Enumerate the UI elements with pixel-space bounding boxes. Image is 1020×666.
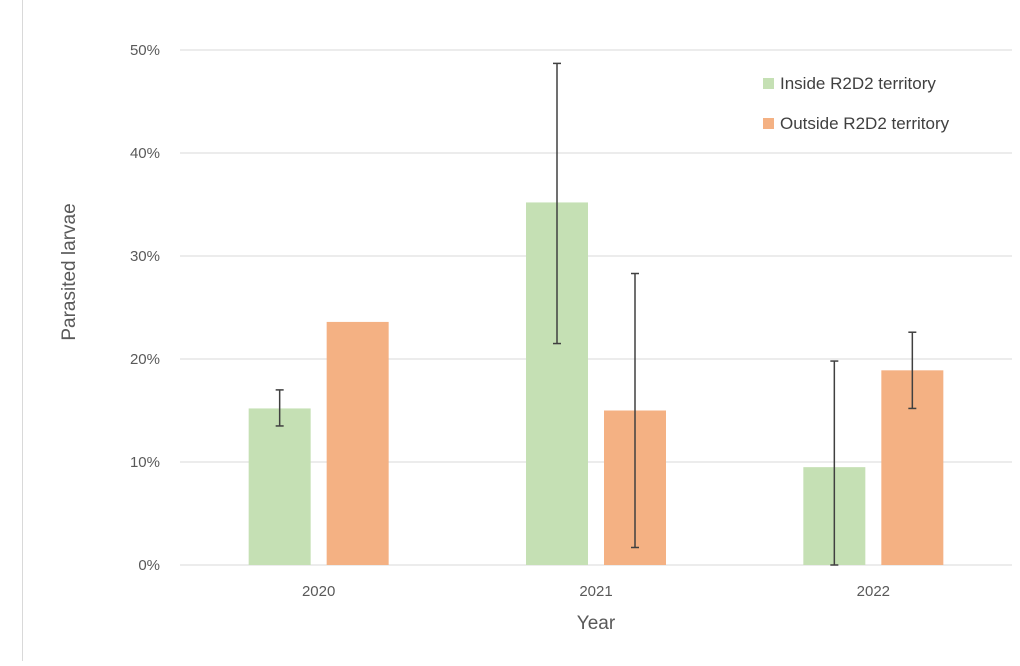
y-tick-label: 30% <box>130 248 160 265</box>
left-border-line <box>22 0 23 661</box>
legend: Inside R2D2 territory Outside R2D2 terri… <box>763 74 950 133</box>
x-tick-label: 2020 <box>302 583 335 600</box>
bar-inside-2020 <box>248 408 311 565</box>
error-bars <box>275 62 917 566</box>
y-tick-label: 0% <box>138 557 160 574</box>
legend-swatch-outside <box>763 118 774 129</box>
x-axis-title: Year <box>577 613 616 634</box>
legend-label-inside: Inside R2D2 territory <box>780 74 936 93</box>
y-tick-label: 40% <box>130 145 160 162</box>
x-tick-label: 2021 <box>579 583 612 600</box>
y-tick-label: 20% <box>130 351 160 368</box>
legend-swatch-inside <box>763 78 774 89</box>
bar-outside-2020 <box>326 321 389 565</box>
legend-label-outside: Outside R2D2 territory <box>780 114 950 133</box>
x-tick-label: 2022 <box>857 583 890 600</box>
y-tick-label: 10% <box>130 454 160 471</box>
x-tick-labels: 2020 2021 2022 <box>302 583 890 600</box>
y-axis-title: Parasited larvae <box>59 203 80 340</box>
gridlines <box>180 49 1012 566</box>
y-tick-labels: 0% 10% 20% 30% 40% 50% <box>130 42 160 574</box>
bars <box>248 202 944 565</box>
y-tick-label: 50% <box>130 42 160 59</box>
